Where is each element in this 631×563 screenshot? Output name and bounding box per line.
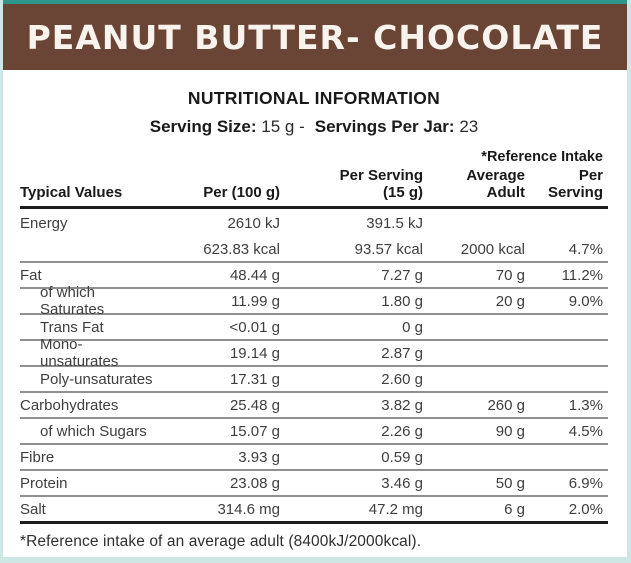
table-row: Fat 48.44 g 7.27 g 70 g 11.2%: [20, 261, 608, 287]
per-100g-value: 623.83 kcal: [203, 240, 280, 258]
table-row: Carbohydrates 25.48 g 3.82 g 260 g 1.3%: [20, 391, 608, 417]
servings-per-jar-value: 23: [459, 117, 479, 136]
per-100g-value: 11.99 g: [231, 292, 280, 310]
table-row: Energy 2610 kJ 391.5 kJ: [20, 209, 608, 235]
table-row: Mono-unsaturates 19.14 g 2.87 g: [20, 336, 608, 370]
table-row: of which Sugars 15.07 g 2.26 g 90 g 4.5%: [20, 417, 608, 443]
row-label: Protein: [20, 474, 68, 492]
average-adult-value: 50 g: [495, 474, 525, 492]
per-serving-value: 47.2 mg: [368, 500, 423, 518]
row-label: of which Sugars: [40, 422, 147, 440]
table-column-headers: Typical Values Per (100 g) Per Serving (…: [20, 167, 608, 209]
per-serving-value: 7.27 g: [381, 266, 423, 284]
row-label: Salt: [20, 500, 46, 518]
serving-info-line: Serving Size: 15 g - Servings Per Jar: 23: [20, 117, 608, 137]
per-serving-percent-value: 9.0%: [568, 292, 603, 310]
per-serving-value: 2.26 g: [381, 422, 423, 440]
reference-intake-footnote: *Reference intake of an average adult (8…: [20, 533, 422, 550]
per-100g-value: 19.14 g: [229, 344, 280, 362]
per-100g-value: 2610 kJ: [227, 214, 280, 232]
row-label: Carbohydrates: [20, 396, 119, 414]
per-serving-value: 0.59 g: [381, 448, 423, 466]
table-row: Protein 23.08 g 3.46 g 50 g 6.9%: [20, 469, 608, 495]
per-serving-value: 93.57 kcal: [354, 240, 423, 258]
reference-intake-header: *Reference Intake: [481, 149, 603, 165]
col-header-per-100g: Per (100 g): [203, 184, 280, 201]
col-header-typical-values: Typical Values: [20, 184, 123, 201]
average-adult-value: 6 g: [504, 500, 525, 518]
table-row: Salt 314.6 mg 47.2 mg 6 g 2.0%: [20, 495, 608, 521]
per-serving-value: 2.60 g: [381, 370, 423, 388]
average-adult-value: 70 g: [495, 266, 525, 284]
average-adult-value: 90 g: [495, 422, 525, 440]
col-header-per-serving-percent: Per Serving: [547, 167, 603, 201]
nutrition-table: *Reference Intake Typical Values Per (10…: [20, 149, 608, 524]
per-100g-value: <0.01 g: [229, 318, 280, 336]
row-label: Fat: [20, 266, 42, 284]
per-serving-percent-value: 4.5%: [568, 422, 603, 440]
serving-separator: -: [299, 117, 305, 136]
top-accent-strip: [3, 0, 627, 4]
per-serving-percent-value: 4.7%: [568, 240, 603, 258]
row-label: Fibre: [20, 448, 55, 466]
average-adult-value: 20 g: [495, 292, 525, 310]
per-100g-value: 25.48 g: [229, 396, 280, 414]
table-row: 623.83 kcal 93.57 kcal 2000 kcal 4.7%: [20, 235, 608, 261]
per-serving-percent-value: 2.0%: [568, 500, 603, 518]
serving-size-label: Serving Size:: [149, 117, 257, 136]
per-serving-value: 3.82 g: [381, 396, 423, 414]
col-header-per-serving: Per Serving (15 g): [339, 167, 423, 201]
per-serving-value: 2.87 g: [381, 344, 423, 362]
average-adult-value: 260 g: [487, 396, 525, 414]
label-content: NUTRITIONAL INFORMATION Serving Size: 15…: [3, 88, 627, 551]
table-row: Trans Fat <0.01 g 0 g: [20, 313, 608, 339]
col-header-average-adult: Average Adult: [466, 167, 525, 201]
average-adult-value: 2000 kcal: [460, 240, 525, 258]
row-label: Trans Fat: [40, 318, 104, 336]
nutritional-information-heading: NUTRITIONAL INFORMATION: [187, 88, 441, 108]
row-label: Energy: [20, 214, 68, 232]
row-label: Poly-unsaturates: [40, 370, 153, 388]
row-label: of which Saturates: [40, 284, 105, 318]
table-row: Poly-unsaturates 17.31 g 2.60 g: [20, 365, 608, 391]
per-100g-value: 15.07 g: [229, 422, 280, 440]
per-serving-percent-value: 11.2%: [561, 266, 603, 284]
per-100g-value: 314.6 mg: [217, 500, 280, 518]
product-title: PEANUT BUTTER- CHOCOLATE: [26, 17, 604, 57]
per-100g-value: 3.93 g: [238, 448, 280, 466]
per-serving-percent-value: 6.9%: [568, 474, 603, 492]
table-body: Energy 2610 kJ 391.5 kJ 623.83 kcal 93.5…: [20, 209, 608, 524]
table-row: Fibre 3.93 g 0.59 g: [20, 443, 608, 469]
per-serving-percent-value: 1.3%: [568, 396, 603, 414]
per-serving-value: 391.5 kJ: [366, 214, 423, 232]
per-100g-value: 23.08 g: [229, 474, 280, 492]
row-label: Mono-unsaturates: [40, 336, 119, 370]
per-serving-value: 0 g: [402, 318, 423, 336]
table-row: of which Saturates 11.99 g 1.80 g 20 g 9…: [20, 284, 608, 318]
serving-size-value: 15 g: [261, 117, 295, 136]
per-100g-value: 17.31 g: [229, 370, 280, 388]
per-serving-value: 1.80 g: [381, 292, 423, 310]
servings-per-jar-label: Servings Per Jar:: [314, 117, 455, 136]
per-100g-value: 48.44 g: [229, 266, 280, 284]
per-serving-value: 3.46 g: [381, 474, 423, 492]
product-title-bar: PEANUT BUTTER- CHOCOLATE: [3, 4, 627, 70]
